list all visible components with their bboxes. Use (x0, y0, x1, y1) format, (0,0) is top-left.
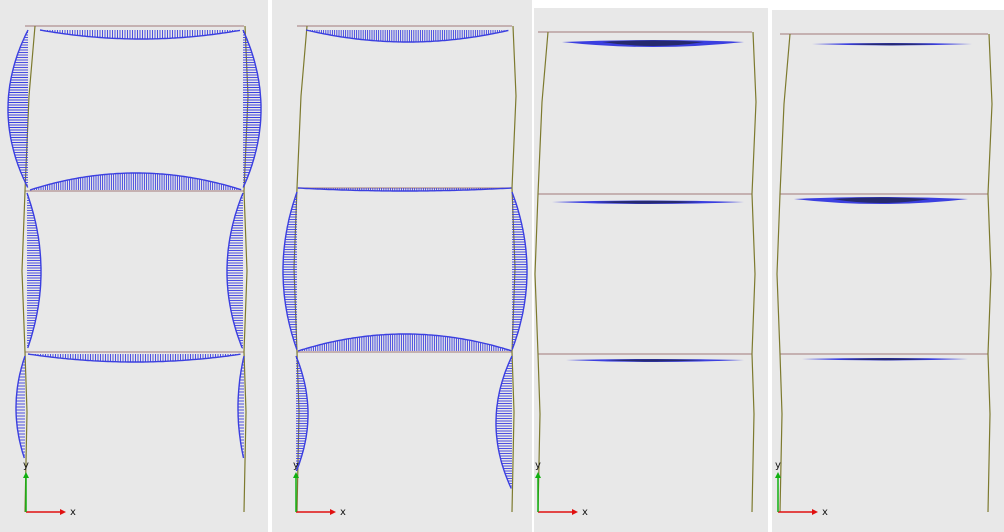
diagram-envelope (242, 29, 262, 188)
right-column-diagram-lower (495, 355, 513, 489)
x-axis-arrowhead (812, 509, 818, 515)
diagram-envelope (7, 29, 29, 188)
y-axis-label: y (293, 460, 299, 471)
y-axis-label: y (535, 460, 541, 471)
right-column (511, 25, 517, 513)
diagram-envelope (27, 353, 241, 363)
right-column (987, 33, 993, 513)
frame-diagram-3: xy (534, 31, 757, 518)
y-axis-arrowhead (23, 472, 29, 478)
diagram-envelope (226, 192, 244, 349)
floor-2-beam-diagram (29, 172, 242, 191)
diagram-envelope (297, 187, 512, 192)
y-axis-arrowhead (775, 472, 781, 478)
right-column-diagram-middle (226, 192, 244, 349)
right-column-diagram-lower (237, 355, 245, 459)
left-column (534, 31, 549, 513)
right-column (243, 25, 249, 513)
axis-triad-icon: xy (775, 460, 828, 518)
floor-1-beam-diagram (566, 359, 744, 362)
y-axis-label: y (775, 460, 781, 471)
x-axis-label: x (582, 507, 588, 518)
diagram-envelope (295, 355, 309, 472)
left-column-diagram-lower (295, 355, 309, 472)
diagram-envelope (297, 333, 512, 352)
left-column-diagram-lower (15, 355, 26, 459)
floor-2-beam-diagram (794, 197, 968, 204)
floor-1-beam-diagram (802, 358, 968, 361)
diagram-envelope (305, 29, 509, 43)
diagram-lens-core (602, 40, 704, 46)
left-column (776, 33, 791, 513)
diagram-envelope (511, 191, 528, 350)
x-axis-label: x (822, 507, 828, 518)
roof-beam-diagram (305, 29, 509, 43)
floor-1-beam-diagram (27, 353, 241, 363)
diagram-envelope (282, 191, 298, 350)
y-axis-label: y (23, 460, 29, 471)
diagram-envelope (26, 192, 42, 349)
right-column (751, 31, 757, 513)
left-column-diagram-upper (7, 29, 29, 188)
x-axis-arrowhead (330, 509, 336, 515)
diagram-lens-core (847, 43, 937, 46)
diagram-envelope (39, 29, 241, 40)
diagram-envelope (29, 172, 242, 191)
axis-triad-icon: xy (23, 460, 76, 518)
left-column (293, 25, 308, 513)
diagram-lens-core (605, 359, 705, 362)
y-axis-arrowhead (293, 472, 299, 478)
diagram-lens-core (832, 197, 930, 203)
diagram-envelope (15, 355, 26, 459)
y-axis-arrowhead (535, 472, 541, 478)
left-column-diagram-middle (26, 192, 42, 349)
frame-diagram-2: xy (282, 25, 528, 518)
diagram-lens-core (594, 200, 702, 204)
left-column (21, 25, 36, 513)
diagram-envelope (237, 355, 245, 459)
axis-triad-icon: xy (293, 460, 346, 518)
floor-1-beam-diagram (297, 333, 512, 352)
roof-beam-diagram (812, 43, 972, 46)
x-axis-label: x (340, 507, 346, 518)
roof-beam-diagram (39, 29, 241, 40)
right-column-diagram-middle (511, 191, 528, 350)
x-axis-arrowhead (572, 509, 578, 515)
left-column-diagram-middle (282, 191, 298, 350)
floor-2-beam-diagram (297, 187, 512, 192)
diagram-envelope (495, 355, 513, 489)
axis-triad-icon: xy (535, 460, 588, 518)
roof-beam-diagram (562, 40, 744, 47)
floor-2-beam-diagram (552, 200, 744, 204)
frame-diagram-1: xy (7, 25, 262, 518)
frame-diagram-4: xy (775, 33, 993, 518)
x-axis-arrowhead (60, 509, 66, 515)
diagram-lens-core (838, 358, 932, 361)
x-axis-label: x (70, 507, 76, 518)
right-column-diagram-upper (242, 29, 262, 188)
